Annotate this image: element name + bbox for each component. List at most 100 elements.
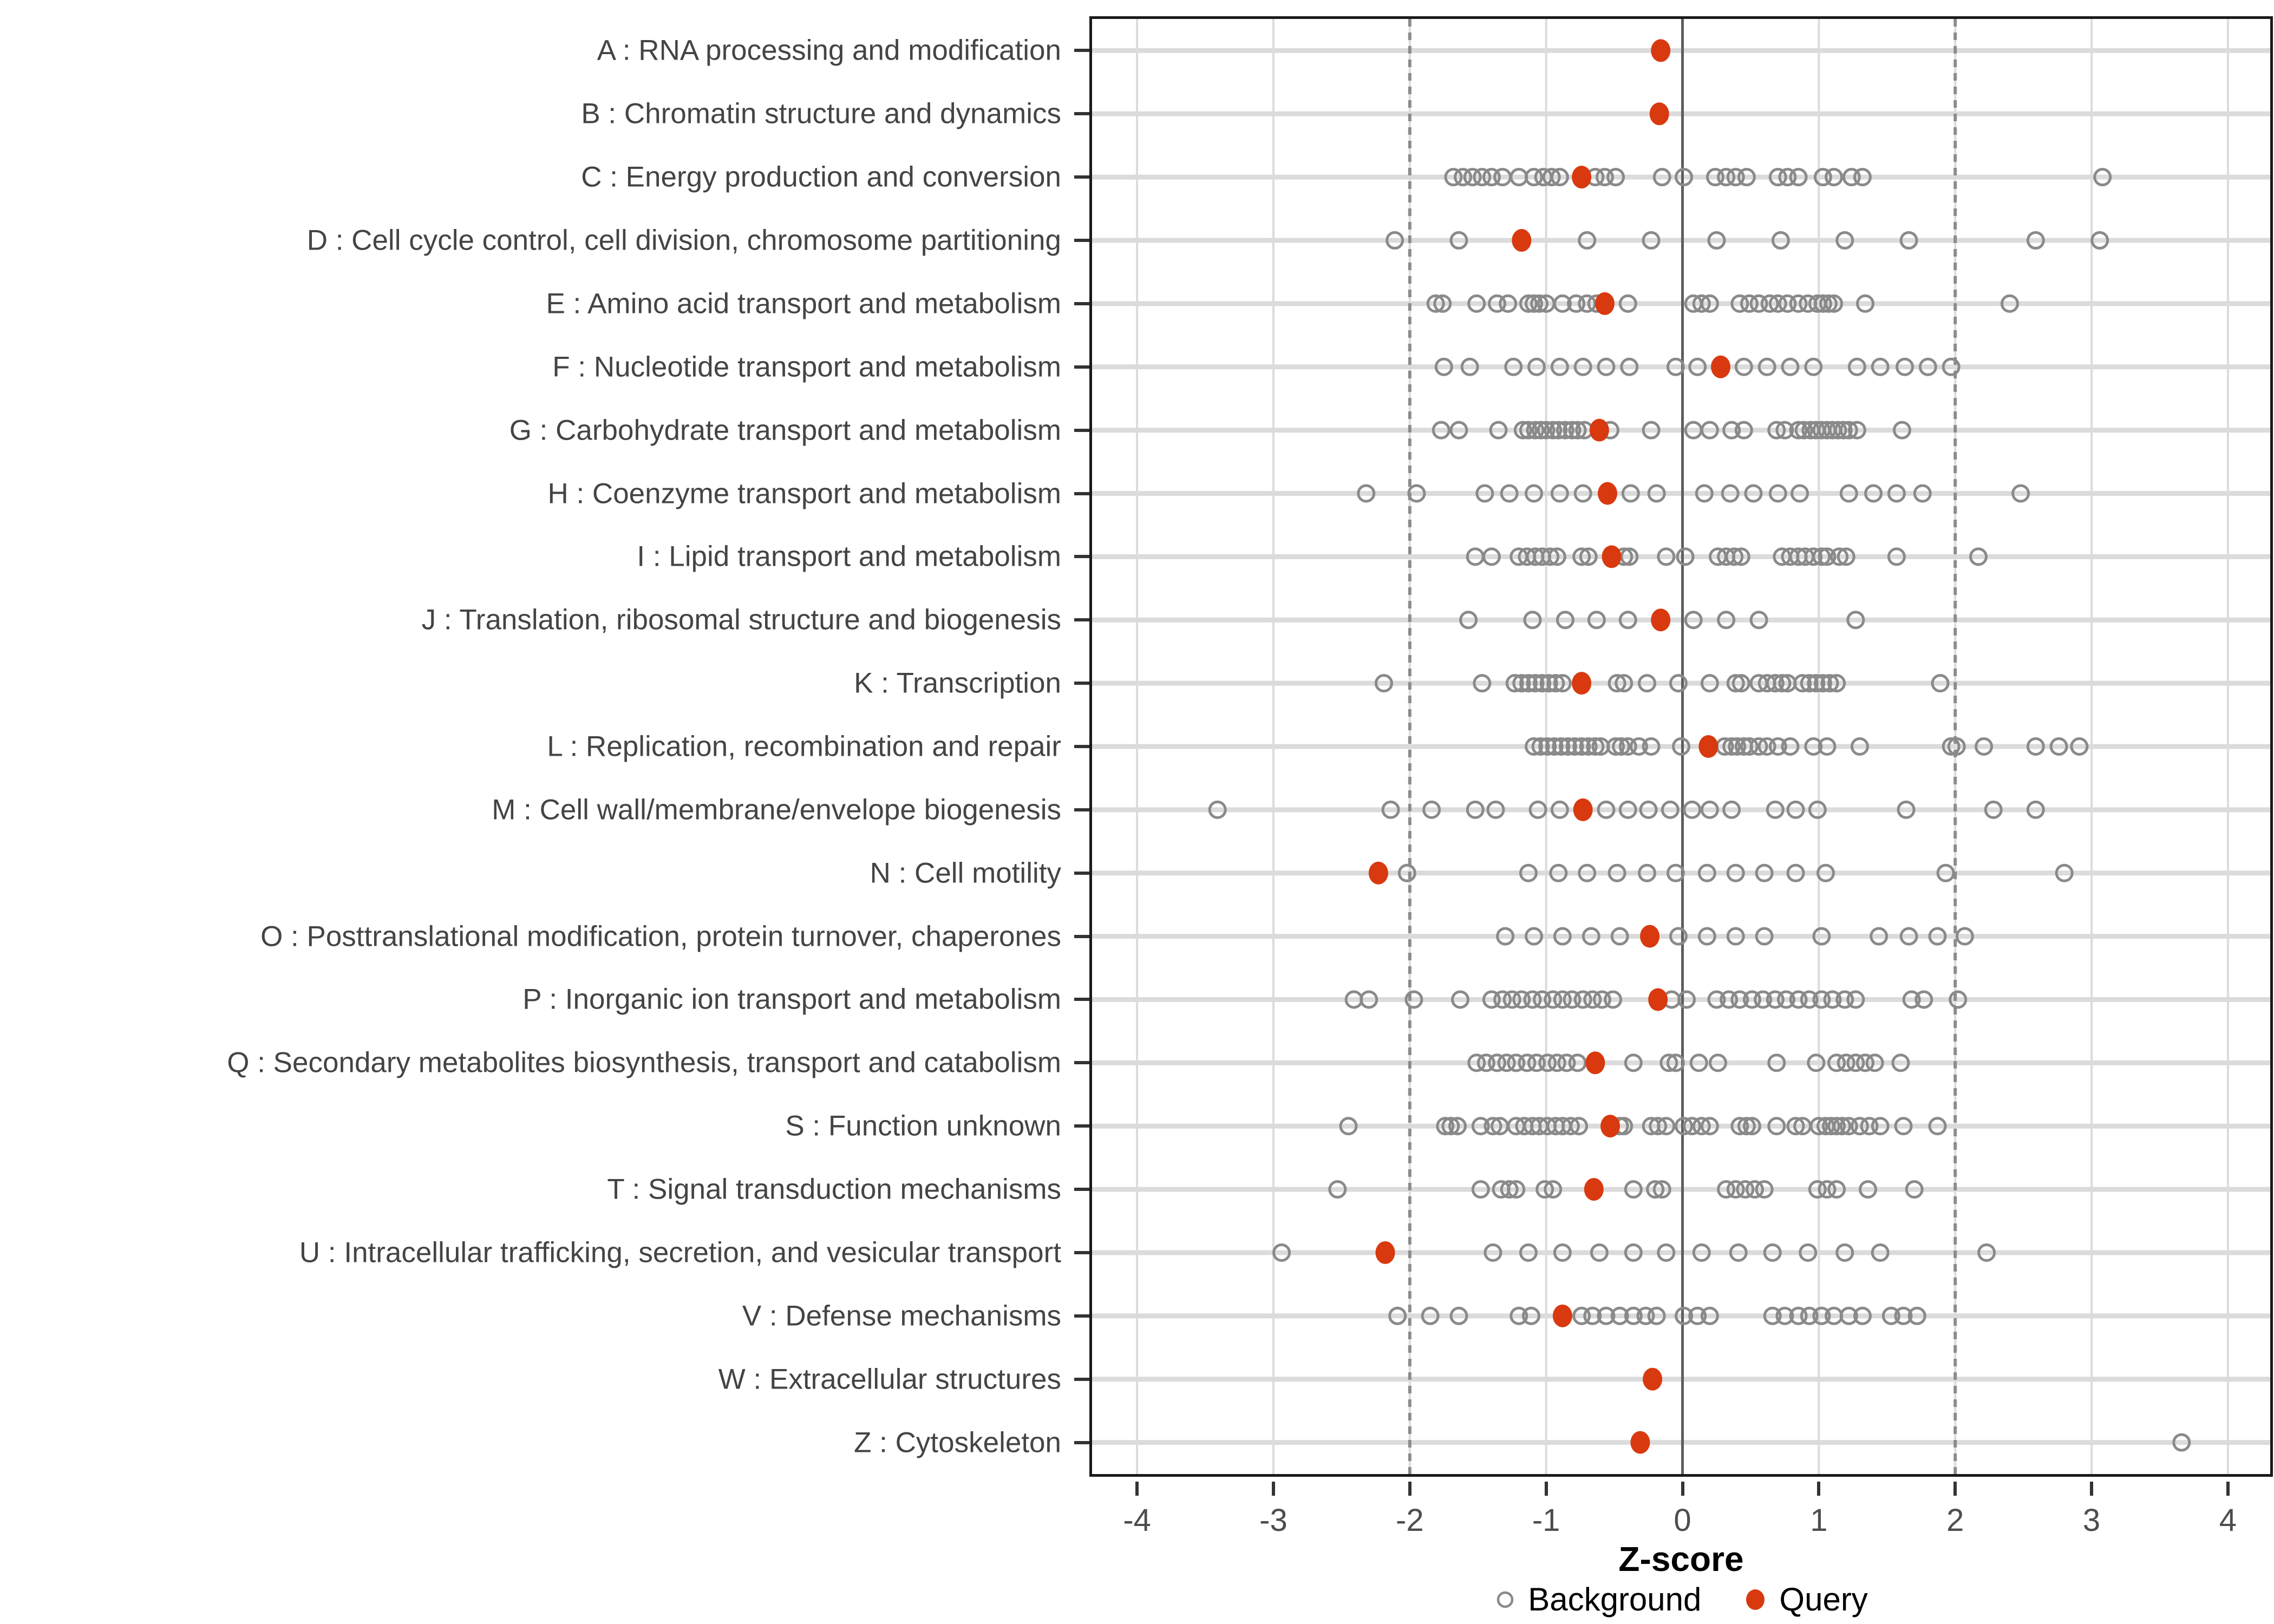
background-point [1825,294,1844,313]
background-point [1624,1053,1643,1072]
background-point [1579,737,1598,756]
background-point [1773,674,1792,693]
background-point [1661,800,1680,819]
x-axis-tick [1681,1482,1684,1496]
background-point [1969,547,1988,566]
background-point [1608,674,1626,693]
background-point [1766,800,1785,819]
background-point [1525,927,1543,946]
background-point [1725,547,1744,566]
background-point [1870,927,1889,946]
background-point [1850,737,1869,756]
category-label: A : RNA processing and modification [597,34,1061,67]
background-point [1775,421,1794,440]
background-point [1618,737,1637,756]
background-point [1835,1243,1854,1262]
category-label: W : Extracellular structures [718,1363,1061,1396]
category-label: F : Nucleotide transport and metabolism [552,351,1061,383]
background-point [1527,1053,1546,1072]
y-axis-tick [1074,1124,1089,1128]
background-point [1434,357,1453,376]
background-point [1833,1117,1852,1136]
background-point [1579,547,1598,566]
y-axis-tick [1074,618,1089,622]
background-point [1830,547,1849,566]
background-point [1737,168,1756,187]
background-point [1466,800,1485,819]
background-point [1563,990,1582,1009]
background-point [1567,294,1586,313]
background-point [1550,800,1569,819]
background-point [1812,927,1831,946]
y-axis-tick [1074,1188,1089,1191]
background-point [1512,674,1531,693]
background-point [1721,484,1740,503]
category-label: I : Lipid transport and metabolism [637,540,1061,573]
background-point [1688,357,1707,376]
background-point [1842,168,1861,187]
background-point [1816,863,1835,882]
x-axis-tick-label: 0 [1674,1503,1691,1538]
y-axis-tick [1074,808,1089,811]
query-point [1711,355,1731,378]
background-point [1740,294,1759,313]
background-point [1519,1243,1538,1262]
x-axis-tick-label: 1 [1810,1503,1828,1538]
background-point [1573,990,1592,1009]
x-axis-title: Z-score [1618,1540,1744,1579]
background-point [1610,1306,1629,1325]
background-point [1859,1180,1878,1199]
category-label: J : Translation, ribosomal structure and… [421,604,1061,636]
background-point [1734,357,1753,376]
background-point [1620,357,1639,376]
y-axis-tick [1074,998,1089,1001]
background-point [1328,1180,1347,1199]
x-axis-tick-label: -3 [1259,1503,1288,1538]
background-point [1914,990,1933,1009]
query-point [1552,1304,1572,1327]
background-point [1533,674,1552,693]
legend-label-background: Background [1528,1581,1702,1618]
background-point [1676,547,1695,566]
y-axis-tick [1074,239,1089,243]
background-point [1386,231,1404,250]
background-point [1550,357,1569,376]
background-point [1493,990,1512,1009]
background-point [2172,1433,2191,1452]
background-point [1894,1117,1913,1136]
query-point [1584,1178,1604,1201]
background-point [1789,1306,1808,1325]
background-point [1432,421,1450,440]
y-axis-tick [1074,492,1089,495]
background-point [1819,294,1838,313]
background-point [1646,1180,1665,1199]
background-point [1700,800,1719,819]
background-point [1846,1053,1865,1072]
background-point [2026,800,2045,819]
legend: Background Query [1092,1583,2270,1616]
query-point [1375,1241,1395,1264]
legend-label-query: Query [1779,1581,1868,1618]
background-point [1899,231,1918,250]
background-point [1421,1306,1440,1325]
background-point [1692,1243,1711,1262]
query-point [1368,861,1388,885]
query-point [1630,1431,1650,1454]
category-label: K : Transcription [854,667,1061,699]
background-point [1482,547,1501,566]
background-point [1757,737,1776,756]
background-point [1449,1306,1468,1325]
background-point [1666,1053,1685,1072]
background-point [1853,168,1872,187]
background-point [1624,1180,1643,1199]
background-point [1553,294,1572,313]
query-point [1512,229,1532,252]
background-point [1527,357,1546,376]
background-point [2026,737,2045,756]
background-point [2070,737,2089,756]
background-point [1902,990,1921,1009]
background-point [1692,1117,1711,1136]
background-point [1731,547,1750,566]
background-point [1730,294,1749,313]
background-point [1669,674,1688,693]
